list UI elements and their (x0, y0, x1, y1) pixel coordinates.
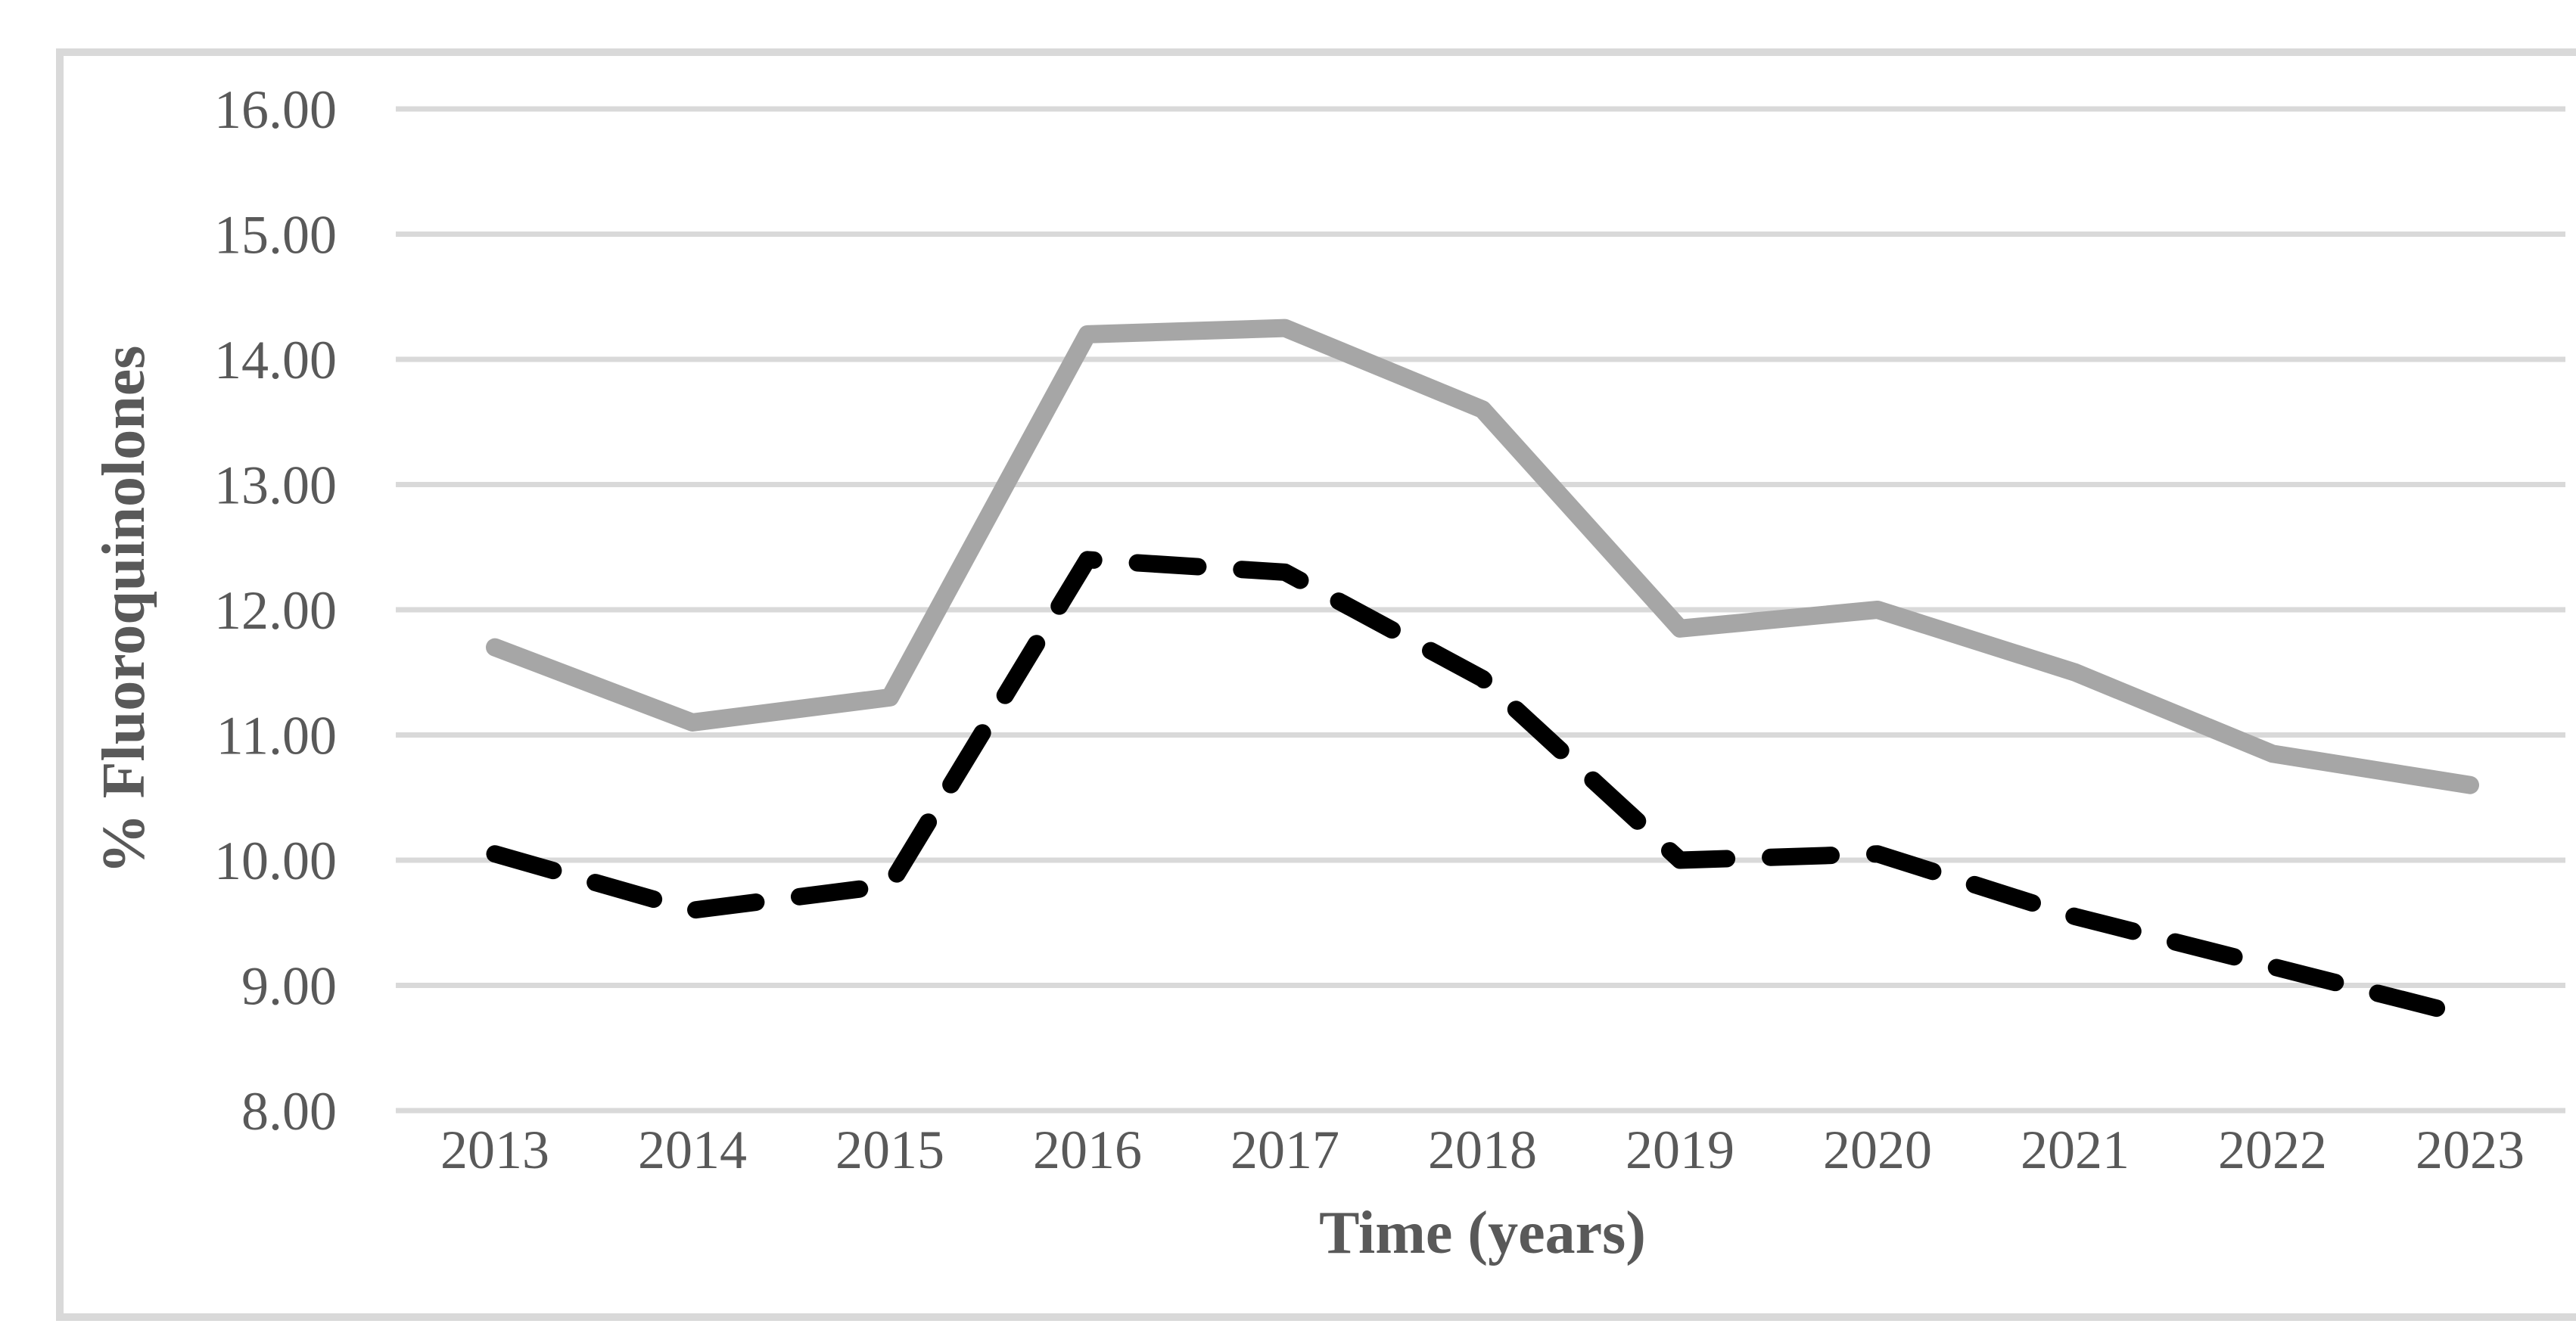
x-tick-label: 2020 (1823, 1120, 1932, 1180)
y-tick-label: 16.00 (214, 79, 337, 140)
gridlines-group (396, 106, 2565, 1114)
y-tick-label: 11.00 (216, 706, 337, 766)
y-axis-title: % Fluoroquinolones (91, 346, 157, 875)
fluoroquinolones-line-chart: 16.00 15.00 14.00 13.00 12.00 11.00 10.00 9.00 8… (30, 12, 2576, 1333)
x-tick-label: 2015 (835, 1120, 944, 1180)
y-tick-label: 15.00 (214, 205, 337, 266)
y-tick-label: 14.00 (214, 330, 337, 390)
x-tick-label: 2018 (1428, 1120, 1537, 1180)
chart-frame-border (56, 48, 2576, 1321)
x-tick-label: 2021 (2021, 1120, 2130, 1180)
y-tick-label: 12.00 (214, 580, 337, 641)
x-tick-label: 2019 (1626, 1120, 1734, 1180)
x-tick-label: 2023 (2416, 1120, 2525, 1180)
dashed-black-series-polyline (486, 551, 2479, 1026)
x-tick-label: 2022 (2218, 1120, 2327, 1180)
chart-canvas: 16.00 15.00 14.00 13.00 12.00 11.00 10.00 9.00 8… (56, 48, 2576, 1321)
x-tick-label: 2013 (440, 1120, 549, 1180)
y-tick-label: 10.00 (214, 831, 337, 891)
solid-gray-series-polyline (486, 318, 2479, 794)
y-tick-label: 9.00 (241, 956, 337, 1017)
series-lines-group (486, 318, 2479, 1026)
y-axis-tick-labels: 16.00 15.00 14.00 13.00 12.00 11.00 10.00 9.00 8… (214, 79, 337, 1142)
x-tick-label: 2016 (1033, 1120, 1142, 1180)
y-tick-label: 13.00 (214, 455, 337, 516)
y-tick-label: 8.00 (241, 1081, 337, 1142)
x-axis-title: Time (years) (1319, 1200, 1646, 1266)
x-tick-label: 2014 (638, 1120, 747, 1180)
x-tick-label: 2017 (1230, 1120, 1339, 1180)
x-axis-tick-labels: 2013 2014 2015 2016 2017 2018 2019 2020 2021 2022… (440, 1120, 2525, 1180)
